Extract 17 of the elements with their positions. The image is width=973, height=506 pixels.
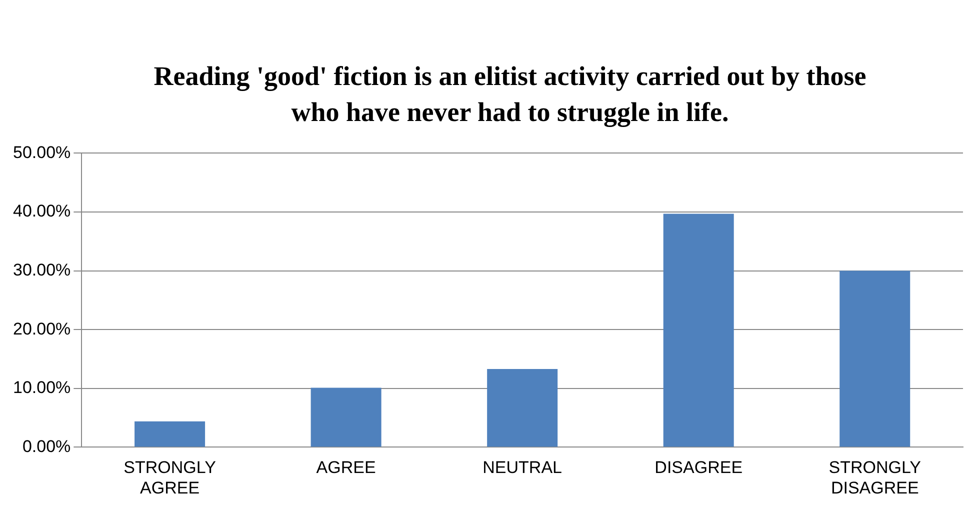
y-tick-label: 10.00% xyxy=(12,378,71,398)
chart-title: Reading 'good' fiction is an elitist activity carried out by those who have never had to struggle in life. xyxy=(152,60,868,129)
bar xyxy=(310,388,382,447)
y-tick-label: 30.00% xyxy=(12,260,71,280)
bar xyxy=(134,421,206,447)
y-tick-label: 20.00% xyxy=(12,319,71,338)
bar xyxy=(840,270,910,447)
bar xyxy=(487,368,558,447)
x-tick-label: STRONGLY DISAGREE xyxy=(828,458,921,498)
x-tick-label: NEUTRAL xyxy=(482,458,562,478)
y-tick-label: 0.00% xyxy=(22,436,71,456)
y-tick-label: 40.00% xyxy=(12,202,71,221)
x-tick-label: DISAGREE xyxy=(654,458,743,478)
x-tick-label: AGREE xyxy=(316,458,376,478)
x-tick-label: STRONGLY AGREE xyxy=(124,458,216,498)
bar xyxy=(663,214,734,447)
y-tick-label: 50.00% xyxy=(12,142,71,162)
